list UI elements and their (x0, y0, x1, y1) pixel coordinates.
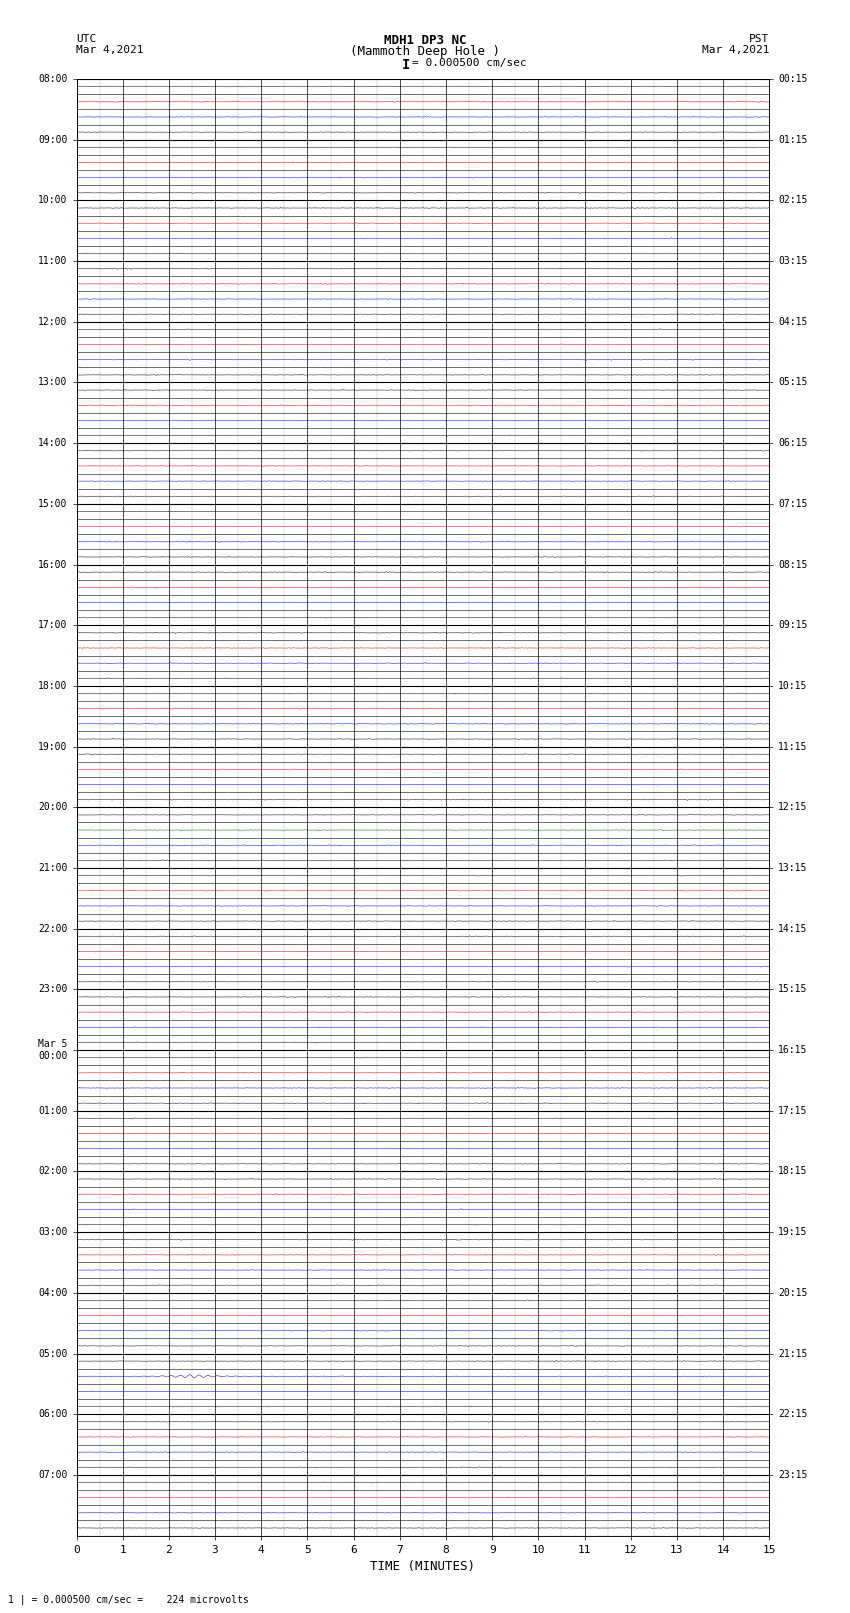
Text: (Mammoth Deep Hole ): (Mammoth Deep Hole ) (350, 45, 500, 58)
Text: Mar 4,2021: Mar 4,2021 (702, 45, 769, 55)
Text: Mar 4,2021: Mar 4,2021 (76, 45, 144, 55)
Text: PST: PST (749, 34, 769, 44)
Text: MDH1 DP3 NC: MDH1 DP3 NC (383, 34, 467, 47)
Text: 1 | = 0.000500 cm/sec =    224 microvolts: 1 | = 0.000500 cm/sec = 224 microvolts (8, 1594, 249, 1605)
Text: UTC: UTC (76, 34, 97, 44)
Text: I: I (402, 58, 411, 73)
Text: = 0.000500 cm/sec: = 0.000500 cm/sec (412, 58, 527, 68)
X-axis label: TIME (MINUTES): TIME (MINUTES) (371, 1560, 475, 1573)
